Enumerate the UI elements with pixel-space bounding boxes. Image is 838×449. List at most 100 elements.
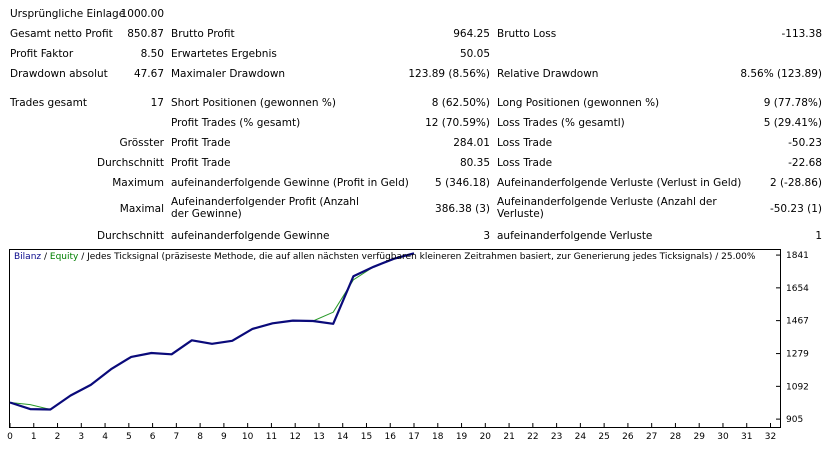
brutto-loss-value: -113.38	[781, 28, 822, 40]
avg-consecutive-losses-value: 1	[815, 230, 822, 242]
durchschnitt-profit-label: Profit Trade	[171, 157, 231, 169]
x-tick-label: 10	[242, 432, 254, 442]
loss-trades-label: Loss Trades (% gesamtl)	[497, 117, 625, 129]
x-tick-label: 30	[717, 432, 729, 442]
x-tick-label: 7	[173, 432, 179, 442]
x-tick-label: 28	[670, 432, 682, 442]
x-tick-label: 16	[385, 432, 397, 442]
maximal-profit-label: Aufeinanderfolgender Profit (Anzahl der …	[171, 196, 359, 220]
drawdown-absolut-label: Drawdown absolut	[10, 68, 108, 80]
x-tick-label: 15	[361, 432, 372, 442]
x-tick-label: 13	[313, 432, 324, 442]
x-tick-label: 17	[408, 432, 419, 442]
max-drawdown-value: 123.89 (8.56%)	[408, 68, 490, 80]
long-positionen-value: 9 (77.78%)	[763, 97, 822, 109]
x-tick-label: 20	[480, 432, 492, 442]
relative-drawdown-value: 8.56% (123.89)	[740, 68, 822, 80]
x-tick-label: 26	[622, 432, 634, 442]
y-tick-label: 1092	[786, 382, 809, 392]
x-tick-label: 22	[527, 432, 538, 442]
loss-trades-value: 5 (29.41%)	[763, 117, 822, 129]
erwartetes-label: Erwartetes Ergebnis	[171, 48, 277, 60]
x-tick-label: 23	[551, 432, 562, 442]
durchschnitt-loss-label: Loss Trade	[497, 157, 553, 169]
brutto-loss-label: Brutto Loss	[497, 28, 557, 40]
x-tick-label: 19	[456, 432, 468, 442]
y-tick-label: 905	[786, 415, 803, 425]
legend-description: / Jedes Ticksignal (präziseste Methode, …	[78, 252, 756, 262]
groesster-label: Grösster	[119, 137, 164, 149]
x-tick-label: 31	[741, 432, 752, 442]
avg-consecutive-losses-label: aufeinanderfolgende Verluste	[497, 230, 653, 242]
durchschnitt-profit-value: 80.35	[459, 157, 490, 169]
max-consecutive-losses-label: Aufeinanderfolgende Verluste (Verlust in…	[497, 177, 742, 189]
x-tick-label: 21	[503, 432, 514, 442]
profit-trades-value: 12 (70.59%)	[425, 117, 490, 129]
x-tick-label: 14	[337, 432, 349, 442]
y-tick-label: 1654	[786, 284, 809, 294]
erwartetes-value: 50.05	[459, 48, 490, 60]
x-tick-label: 29	[693, 432, 705, 442]
y-tick-label: 1841	[786, 251, 809, 261]
avg-consecutive-wins-value: 3	[483, 230, 490, 242]
groesster-loss-label: Loss Trade	[497, 137, 553, 149]
x-tick-label: 2	[55, 432, 61, 442]
x-tick-label: 12	[289, 432, 300, 442]
einlage-label: Ursprüngliche Einlage	[10, 8, 126, 20]
einlage-value: 1000.00	[120, 8, 164, 20]
long-positionen-label: Long Positionen (gewonnen %)	[497, 97, 660, 109]
maximal-profit-value: 386.38 (3)	[435, 203, 490, 215]
groesster-profit-value: 284.01	[453, 137, 490, 149]
strategy-report: Ursprüngliche Einlage 1000.00 Gesamt net…	[10, 8, 822, 242]
x-tick-label: 8	[197, 432, 203, 442]
durchschnitt-label: Durchschnitt	[97, 157, 164, 169]
x-tick-label: 3	[78, 432, 84, 442]
x-tick-label: 18	[432, 432, 444, 442]
brutto-profit-value: 964.25	[453, 28, 490, 40]
y-tick-label: 1467	[786, 317, 809, 327]
y-tick-label: 1279	[786, 350, 809, 360]
brutto-profit-label: Brutto Profit	[171, 28, 235, 40]
x-tick-label: 9	[221, 432, 227, 442]
chart-legend: Bilanz / Equity / Jedes Ticksignal (präz…	[14, 252, 755, 262]
maximal-label: Maximal	[119, 203, 164, 215]
x-tick-label: 0	[7, 432, 13, 442]
legend-equity: Equity	[49, 252, 79, 262]
durchschnitt-loss-value: -22.68	[788, 157, 822, 169]
max-consecutive-wins-label: aufeinanderfolgende Gewinne (Profit in G…	[171, 177, 409, 189]
balance-series-line	[9, 252, 415, 411]
x-tick-label: 24	[575, 432, 587, 442]
legend-balance: Bilanz	[14, 252, 42, 262]
x-tick-label: 11	[266, 432, 277, 442]
maximal-loss-value: -50.23 (1)	[769, 203, 822, 215]
x-tick-label: 6	[150, 432, 156, 442]
relative-drawdown-label: Relative Drawdown	[497, 68, 599, 80]
x-tick-label: 25	[598, 432, 609, 442]
groesster-loss-value: -50.23	[788, 137, 822, 149]
short-positionen-label: Short Positionen (gewonnen %)	[171, 97, 336, 109]
maximum-label: Maximum	[112, 177, 164, 189]
x-tick-label: 32	[765, 432, 776, 442]
trades-gesamt-label: Trades gesamt	[10, 97, 87, 109]
max-drawdown-label: Maximaler Drawdown	[171, 68, 286, 80]
x-tick-label: 1	[31, 432, 37, 442]
equity-chart-frame	[9, 249, 781, 428]
maximal-loss-label: Aufeinanderfolgende Verluste (Anzahl der…	[497, 196, 717, 220]
legend-sep: /	[41, 252, 50, 262]
netto-value: 850.87	[127, 28, 164, 40]
max-consecutive-losses-value: 2 (-28.86)	[769, 177, 822, 189]
profit-trades-label: Profit Trades (% gesamt)	[171, 117, 301, 129]
durchschnitt2-label: Durchschnitt	[97, 230, 164, 242]
drawdown-absolut-value: 47.67	[133, 68, 164, 80]
profit-faktor-label: Profit Faktor	[10, 48, 74, 60]
x-tick-label: 27	[646, 432, 657, 442]
max-consecutive-wins-value: 5 (346.18)	[435, 177, 490, 189]
x-tick-label: 5	[126, 432, 132, 442]
trades-gesamt-value: 17	[150, 97, 164, 109]
profit-faktor-value: 8.50	[140, 48, 164, 60]
short-positionen-value: 8 (62.50%)	[431, 97, 490, 109]
groesster-profit-label: Profit Trade	[171, 137, 231, 149]
netto-label: Gesamt netto Profit	[10, 28, 113, 40]
x-tick-label: 4	[102, 432, 108, 442]
